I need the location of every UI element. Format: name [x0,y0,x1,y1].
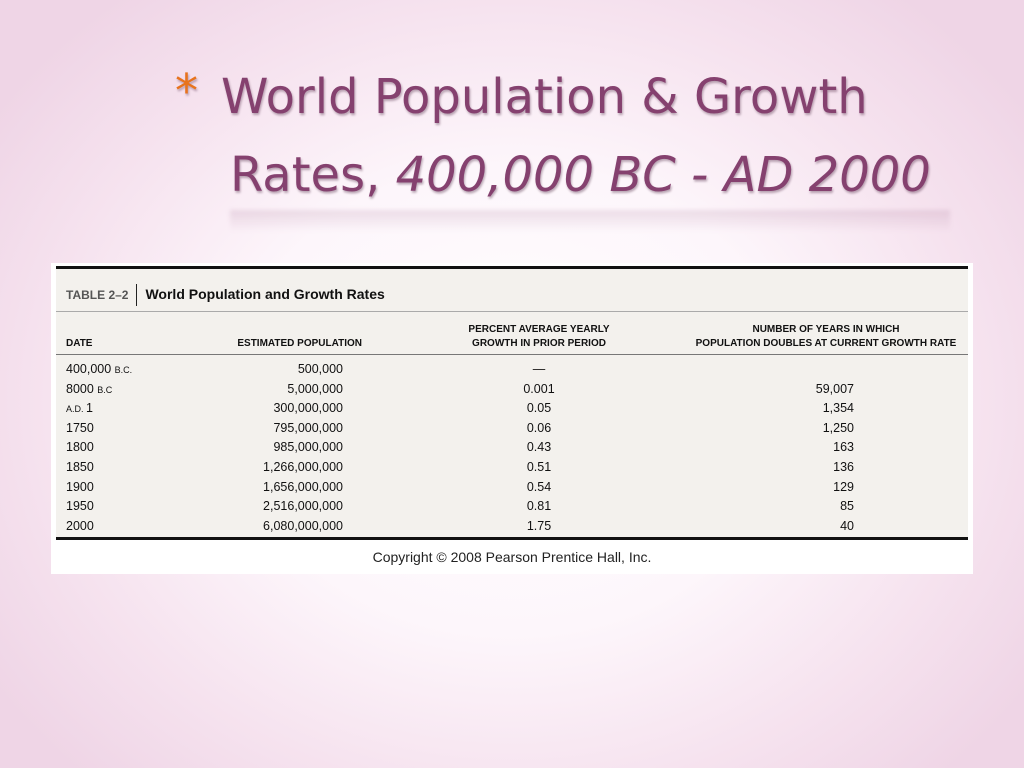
growth-cell: 1.75 [526,518,552,533]
growth-cell: 0.54 [526,479,552,494]
table-row: 1800 985,000,000 0.43 163 [56,438,968,458]
date-cell: A.D. 1 [66,399,93,420]
date-cell: 1950 [66,497,94,517]
population-cell: 500,000 [297,362,343,376]
date-value: 1800 [66,440,94,455]
header-growth-line-1: PERCENT AVERAGE YEARLY [468,324,610,335]
date-suffix: 1 [86,401,93,416]
population-table: TABLE 2–2 World Population and Growth Rat… [56,266,968,540]
date-value: 1950 [66,499,94,514]
growth-cell: 0.51 [526,459,552,474]
bullet-asterisk: * [175,64,198,118]
date-value: 8000 [66,381,98,396]
era-label: A.D. [66,404,87,415]
date-value: 2000 [66,518,94,533]
copyright-notice: Copyright © 2008 Pearson Prentice Hall, … [372,549,652,565]
header-doubling-years: NUMBER OF YEARS IN WHICH POPULATION DOUB… [686,323,966,351]
date-cell: 1800 [66,438,94,458]
table-row: 1750 795,000,000 0.06 1,250 [56,419,968,439]
table-row: A.D. 1 300,000,000 0.05 1,354 [56,399,968,419]
title-reflection [230,210,950,232]
date-cell: 8000 B.C [66,380,112,401]
title-main-text: World Population & Growth [221,69,868,125]
header-growth: PERCENT AVERAGE YEARLY GROWTH IN PRIOR P… [456,323,622,351]
table-row: 1900 1,656,000,000 0.54 129 [56,478,968,498]
doubling-years-cell: 129 [833,479,854,494]
date-value: 1750 [66,420,94,435]
header-population: ESTIMATED POPULATION [237,338,362,349]
growth-cell: 0.06 [526,420,552,435]
table-row: 1950 2,516,000,000 0.81 85 [56,497,968,517]
table-row: 8000 B.C 5,000,000 0.001 59,007 [56,380,968,400]
header-date: DATE [66,338,93,349]
date-cell: 1850 [66,458,94,478]
growth-cell: 0.43 [526,440,552,455]
population-cell: 5,000,000 [287,381,343,396]
population-cell: 300,000,000 [273,401,343,416]
date-cell: 400,000 B.C. [66,360,132,381]
era-label: B.C. [114,365,133,375]
doubling-years-cell: 136 [833,459,854,474]
population-cell: 795,000,000 [273,420,343,435]
title-line-1: * World Population & Growth [175,58,975,136]
title-rates-text: Rates, [230,147,396,203]
date-cell: 2000 [66,517,94,537]
date-cell: 1900 [66,478,94,498]
date-value: 400,000 [66,362,115,376]
population-cell: 1,656,000,000 [263,479,343,494]
header-years-line-2: POPULATION DOUBLES AT CURRENT GROWTH RAT… [695,338,957,349]
date-cell: 1750 [66,419,94,439]
table-row: 2000 6,080,000,000 1.75 40 [56,517,968,537]
doubling-years-cell: 1,354 [822,401,854,416]
doubling-years-cell: 40 [840,518,854,533]
table-caption: TABLE 2–2 World Population and Growth Rat… [66,283,961,306]
title-date-range: 400,000 BC - AD 2000 [395,147,931,203]
date-value: 1850 [66,459,94,474]
doubling-years-cell: 163 [833,440,854,455]
header-divider [56,354,968,355]
growth-cell: 0.81 [526,499,552,514]
population-cell: 1,266,000,000 [263,459,343,474]
table-number: TABLE 2–2 [66,284,138,306]
header-growth-line-2: GROWTH IN PRIOR PERIOD [472,338,606,349]
population-cell: 985,000,000 [273,440,343,455]
slide-title: * World Population & Growth Rates, 400,00… [175,58,975,214]
table-body: 400,000 B.C. 500,000 — 8000 B.C 5,000,00… [56,360,968,536]
era-label: B.C [97,384,113,395]
table-row: 1850 1,266,000,000 0.51 136 [56,458,968,478]
growth-cell: — [532,362,546,376]
table-title: World Population and Growth Rates [145,286,385,302]
table-image-panel: TABLE 2–2 World Population and Growth Rat… [51,263,973,574]
doubling-years-cell: 1,250 [822,420,854,435]
table-row: 400,000 B.C. 500,000 — [56,360,968,380]
growth-cell: 0.001 [523,381,555,396]
growth-cell: 0.05 [526,401,552,416]
header-years-line-1: NUMBER OF YEARS IN WHICH [752,324,900,335]
title-line-2: Rates, 400,000 BC - AD 2000 [175,136,975,214]
caption-divider [56,311,968,312]
doubling-years-cell: 59,007 [815,381,854,396]
population-cell: 2,516,000,000 [263,499,343,514]
population-cell: 6,080,000,000 [263,518,343,533]
date-value: 1900 [66,479,94,494]
doubling-years-cell: 85 [840,499,854,514]
